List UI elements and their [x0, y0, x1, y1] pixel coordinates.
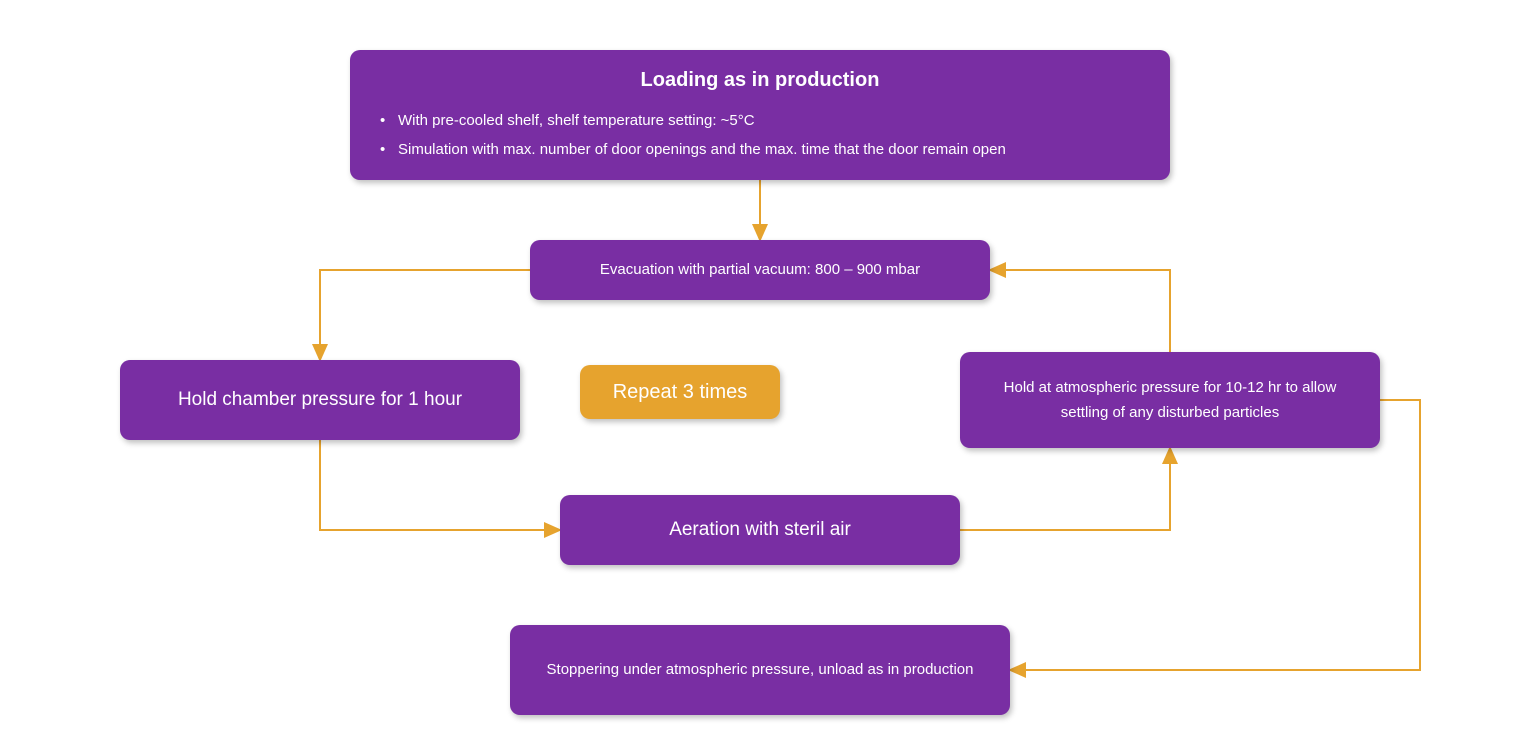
node-stoppering: Stoppering under atmospheric pressure, u… — [510, 625, 1010, 715]
node-evacuation-text: Evacuation with partial vacuum: 800 – 90… — [530, 257, 990, 283]
node-aeration-text: Aeration with steril air — [560, 514, 960, 546]
edge-hold_chamber-aeration — [320, 440, 560, 530]
node-loading-bullets: With pre-cooled shelf, shelf temperature… — [350, 102, 1170, 168]
node-stoppering-text: Stoppering under atmospheric pressure, u… — [510, 657, 1010, 683]
node-loading-title: Loading as in production — [350, 69, 1170, 92]
node-repeat-badge: Repeat 3 times — [580, 365, 780, 419]
node-loading-bullet-0: With pre-cooled shelf, shelf temperature… — [398, 110, 1144, 131]
node-repeat-text: Repeat 3 times — [580, 375, 780, 409]
node-hold-chamber-text: Hold chamber pressure for 1 hour — [120, 384, 520, 416]
node-loading: Loading as in production With pre-cooled… — [350, 50, 1170, 180]
node-hold-chamber: Hold chamber pressure for 1 hour — [120, 360, 520, 440]
edge-hold_atm-evac_back — [990, 270, 1170, 352]
flowchart-canvas: Loading as in production With pre-cooled… — [0, 0, 1522, 752]
node-loading-bullet-1: Simulation with max. number of door open… — [398, 139, 1144, 160]
node-evacuation: Evacuation with partial vacuum: 800 – 90… — [530, 240, 990, 300]
node-hold-atmospheric-text: Hold at atmospheric pressure for 10-12 h… — [960, 375, 1380, 426]
node-aeration: Aeration with steril air — [560, 495, 960, 565]
edge-evac-hold_chamber — [320, 270, 530, 360]
edge-aeration-hold_atm — [960, 448, 1170, 530]
node-hold-atmospheric: Hold at atmospheric pressure for 10-12 h… — [960, 352, 1380, 448]
